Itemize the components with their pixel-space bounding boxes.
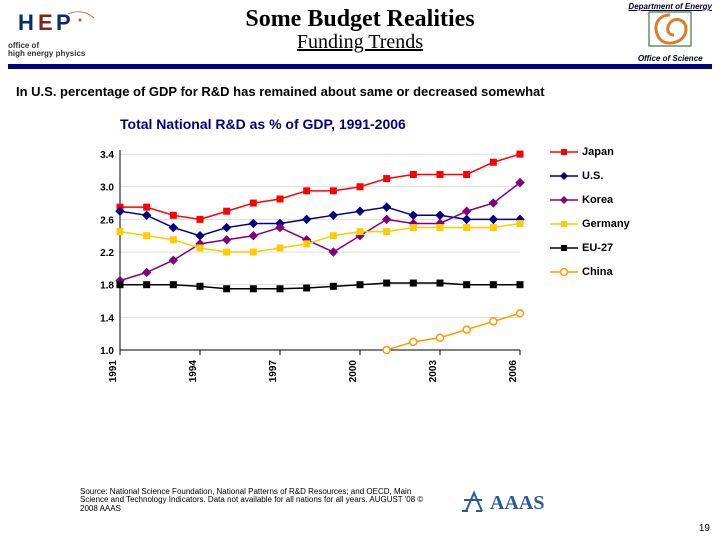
chart-svg: 1.0 1.4 1.8 2.2 2.6 3.0 3.4 1991 1994 1997 2000 200…: [80, 140, 540, 400]
doe-dept-label: Department of Energy: [628, 2, 712, 11]
legend-item: Korea: [550, 188, 640, 212]
doe-block: Department of Energy Office of Science: [628, 2, 712, 63]
slide-title: Some Budget Realities: [150, 6, 570, 33]
doe-office-label: Office of Science: [628, 54, 712, 63]
legend-label: Korea: [582, 194, 613, 206]
legend-label: Japan: [582, 146, 614, 158]
svg-text:1.0: 1.0: [100, 346, 114, 357]
svg-text:1994: 1994: [188, 360, 199, 383]
legend-item: Germany: [550, 212, 640, 236]
legend-label: Germany: [582, 218, 630, 230]
legend-item: China: [550, 260, 640, 284]
svg-text:H: H: [18, 10, 34, 35]
source-note: Source: National Science Foundation, Nat…: [80, 488, 440, 514]
slide-header: H E P office of high energy physics Some…: [0, 0, 720, 72]
svg-text:3.4: 3.4: [100, 150, 114, 161]
svg-text:2000: 2000: [348, 360, 359, 383]
svg-text:2003: 2003: [428, 360, 439, 383]
svg-text:2.2: 2.2: [100, 248, 114, 259]
svg-text:3.0: 3.0: [100, 183, 114, 194]
legend-label: EU-27: [582, 242, 613, 254]
svg-text:2.6: 2.6: [100, 215, 114, 226]
chart-area: 1.0 1.4 1.8 2.2 2.6 3.0 3.4 1991 1994 1997 2000 200…: [80, 140, 640, 420]
svg-text:1997: 1997: [268, 360, 279, 383]
header-rule: [8, 64, 712, 69]
hep-logo: H E P office of high energy physics: [8, 8, 118, 58]
legend-item: U.S.: [550, 164, 640, 188]
title-block: Some Budget Realities Funding Trends: [150, 6, 570, 54]
hep-sub2: high energy physics: [8, 50, 118, 58]
legend-item: EU-27: [550, 236, 640, 260]
body-text: In U.S. percentage of GDP for R&D has re…: [16, 84, 545, 99]
chart-title: Total National R&D as % of GDP, 1991-200…: [120, 116, 406, 132]
doe-swirl-icon: [648, 11, 692, 47]
svg-text:2006: 2006: [508, 360, 519, 383]
chart-legend: Japan U.S. Korea Germany EU-27 China: [550, 140, 640, 284]
slide-subtitle: Funding Trends: [150, 31, 570, 54]
svg-text:1991: 1991: [108, 360, 119, 383]
legend-item: Japan: [550, 140, 640, 164]
svg-text:1.8: 1.8: [100, 281, 114, 292]
legend-label: China: [582, 266, 613, 278]
slide-number: 19: [699, 523, 710, 534]
aaas-logo: AAAS: [460, 487, 570, 522]
svg-text:E: E: [38, 10, 53, 35]
legend-label: U.S.: [582, 170, 603, 182]
svg-text:1.4: 1.4: [100, 313, 114, 324]
svg-text:AAAS: AAAS: [490, 492, 544, 514]
